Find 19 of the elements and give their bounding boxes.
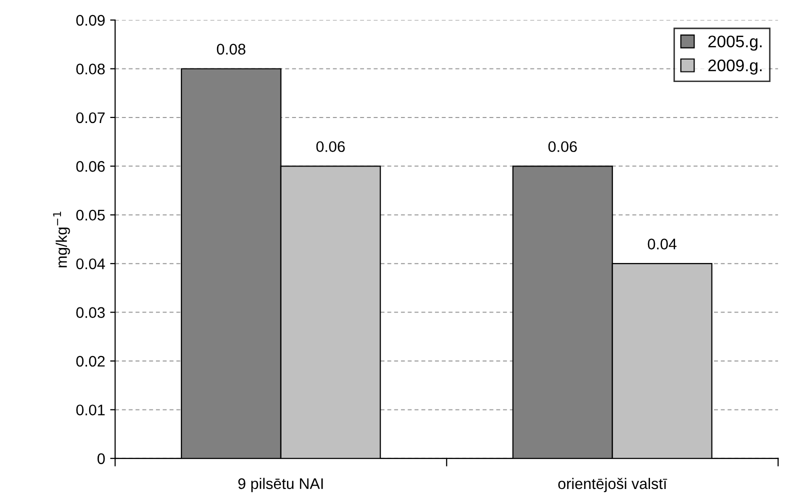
y-tick-label: 0.01 xyxy=(76,404,105,416)
y-tick-label: 0 xyxy=(98,453,105,464)
y-tick-label: 0.04 xyxy=(76,258,105,270)
data-label: 0.04 xyxy=(648,238,677,250)
y-tick-label: 0.07 xyxy=(76,112,105,124)
data-label: 0.06 xyxy=(548,141,577,152)
y-tick-label: 0.09 xyxy=(76,14,105,26)
x-tick-label: orientējoši valstī xyxy=(558,478,668,492)
y-axis-title: mg/kg$^{−1}$ xyxy=(53,212,70,268)
y-tick-label: 0.06 xyxy=(76,161,105,172)
y-tick-label: 0.03 xyxy=(76,307,105,318)
y-tick-label: 0.05 xyxy=(76,210,105,221)
y-tick-label: 0.08 xyxy=(76,64,105,74)
data-label: 0.06 xyxy=(316,141,345,152)
x-tick-label: 9 pilsētu NAI xyxy=(238,478,323,492)
legend-label: 2009.g. xyxy=(708,60,762,75)
data-label: 0.08 xyxy=(216,44,246,55)
y-tick-label: 0.02 xyxy=(76,356,105,367)
legend-label: 2005.g. xyxy=(708,36,762,51)
